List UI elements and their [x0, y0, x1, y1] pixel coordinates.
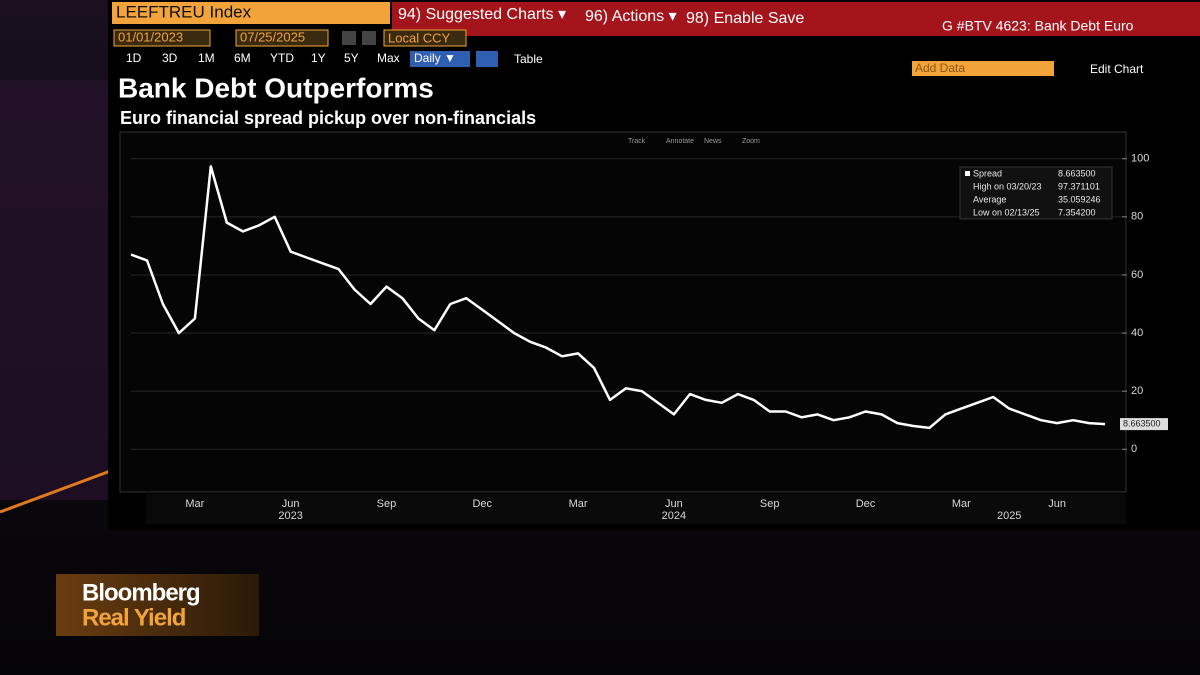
chart-title: Bank Debt Outperforms	[118, 72, 434, 103]
tool-button[interactable]: Annotate	[666, 138, 694, 145]
currency[interactable]: Local CCY	[388, 30, 450, 45]
chart-tools: Track Annotate News Zoom	[628, 138, 760, 145]
chart-id: G #BTV 4623: Bank Debt Euro	[942, 18, 1134, 34]
x-tick-label: Jun	[282, 498, 300, 510]
period-buttons: 1D 3D 1M 6M YTD 1Y 5Y Max	[126, 51, 400, 65]
brand-box	[56, 574, 259, 636]
studio-wall	[0, 80, 125, 500]
y-tick-label: 60	[1131, 269, 1143, 281]
menu-bar[interactable]	[392, 2, 1200, 36]
x-year-label: 2025	[997, 510, 1021, 522]
frequency[interactable]: Daily ▼	[414, 51, 456, 65]
menu-item[interactable]: 96) Actions ▾	[585, 8, 677, 25]
tool-button[interactable]: Zoom	[742, 138, 760, 145]
legend-stats: High on 03/20/23 97.371101 Average 35.05924…	[973, 181, 1101, 217]
menu-item[interactable]: 98) Enable Save	[686, 10, 804, 27]
currency-field[interactable]	[383, 29, 467, 47]
x-tick-label: Jun	[665, 498, 683, 510]
nav-button[interactable]	[362, 31, 376, 45]
x-tick-label: Sep	[377, 498, 397, 510]
period-button[interactable]: 1Y	[311, 51, 326, 65]
y-tick-label: 80	[1131, 211, 1143, 223]
stat-value: 35.059246	[1058, 194, 1101, 204]
period-button[interactable]: 3D	[162, 51, 178, 65]
x-axis-band	[146, 494, 1126, 524]
last-value-label: 8.663500	[1123, 418, 1161, 428]
legend-swatch	[965, 171, 970, 176]
last-value-box	[1120, 418, 1168, 431]
x-tick-label: Dec	[472, 498, 492, 510]
x-tick-label: Mar	[569, 498, 588, 510]
period-button[interactable]: YTD	[270, 51, 294, 65]
start-date[interactable]: 01/01/2023	[118, 29, 183, 44]
legend-label: Spread	[973, 168, 1002, 178]
legend	[959, 166, 1113, 220]
security-field	[112, 2, 390, 24]
legend-value: 8.663500	[1058, 168, 1096, 178]
end-date[interactable]: 07/25/2025	[240, 29, 305, 44]
stat-value: 7.354200	[1058, 207, 1096, 217]
x-tick-label: Sep	[760, 498, 780, 510]
x-year-label: 2023	[278, 510, 302, 522]
x-tick-label: Mar	[185, 498, 204, 510]
stat-label: Low on 02/13/25	[973, 207, 1040, 217]
x-tick-label: Mar	[952, 498, 971, 510]
stat-value: 97.371101	[1058, 181, 1100, 191]
nav-button[interactable]	[342, 31, 356, 45]
x-year-label: 2024	[662, 510, 686, 522]
table-button[interactable]: Table	[514, 52, 543, 66]
y-tick-label: 100	[1131, 153, 1149, 165]
y-tick-label: 20	[1131, 385, 1143, 397]
show-name: Real Yield	[82, 604, 186, 631]
plot-frame	[119, 131, 1127, 493]
x-tick-label: Dec	[856, 498, 876, 510]
edit-chart[interactable]: Edit Chart	[1090, 62, 1144, 76]
menu-item[interactable]: 94) Suggested Charts ▾	[398, 6, 566, 23]
chart-icon[interactable]	[476, 51, 498, 67]
stat-label: High on 03/20/23	[973, 181, 1042, 191]
period-button[interactable]: Max	[377, 51, 400, 65]
security: LEEFTREU Index	[116, 2, 252, 21]
frequency-button[interactable]	[410, 51, 470, 67]
period-button[interactable]: 6M	[234, 51, 251, 65]
x-tick-label: Jun	[1048, 498, 1066, 510]
add-data-field[interactable]	[912, 61, 1054, 76]
tool-button[interactable]: News	[704, 138, 722, 145]
period-button[interactable]: 5Y	[344, 51, 359, 65]
date-field[interactable]	[113, 29, 211, 47]
stat-label: Average	[973, 194, 1006, 204]
y-tick-label: 0	[1131, 443, 1137, 455]
date-field[interactable]	[235, 29, 329, 47]
tool-button[interactable]: Track	[628, 138, 646, 145]
add-data[interactable]: Add Data	[915, 61, 965, 75]
period-button[interactable]: 1D	[126, 51, 142, 65]
period-button[interactable]: 1M	[198, 51, 215, 65]
brand-name: Bloomberg	[82, 579, 200, 606]
series-line	[130, 165, 1106, 430]
y-tick-label: 40	[1131, 327, 1143, 339]
chart-subtitle: Euro financial spread pickup over non-fi…	[120, 108, 536, 128]
